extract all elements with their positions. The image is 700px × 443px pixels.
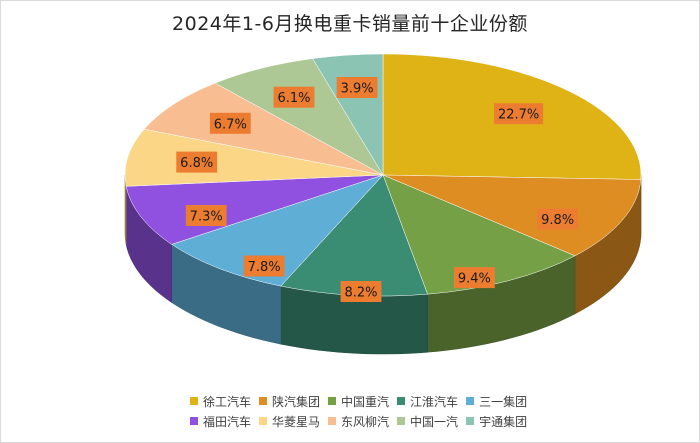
data-label-box-1	[537, 208, 578, 230]
legend-label: 东风柳汽	[341, 414, 390, 429]
legend-swatch	[190, 417, 198, 425]
pie-slice-2	[382, 174, 576, 295]
legend-item: 福田汽车	[190, 413, 251, 430]
legend-label: 徐工汽车	[203, 394, 252, 409]
legend-item: 中国重汽	[328, 393, 389, 410]
data-label-2: 9.4%	[458, 272, 491, 287]
pie-slice-8	[214, 58, 384, 176]
legend-row-0: 徐工汽车 陕汽集团 中国重汽 江淮汽车 三一集团	[190, 391, 570, 411]
legend-item: 三一集团	[466, 393, 527, 410]
legend-swatch	[397, 417, 406, 425]
legend-swatch	[466, 397, 475, 405]
pie-chart: 22.7% 9.8% 9.4% 8.2% 7.8% 7.3% 6.8% 6.7% 6.1% 3.9…	[124, 53, 642, 355]
data-label-box-8	[273, 86, 315, 108]
pie-slice-1	[382, 174, 642, 257]
data-label-4: 7.8%	[248, 260, 281, 275]
chart-title: 2024年1-6月换电重卡销量前十企业份额	[172, 13, 528, 35]
data-label-box-0	[494, 103, 544, 125]
data-label-box-7	[209, 112, 251, 134]
data-label-box-5	[185, 205, 227, 226]
data-label-6: 6.8%	[180, 156, 213, 171]
legend-item: 华菱星马	[259, 413, 320, 430]
data-label-box-6	[176, 151, 218, 173]
legend-item: 徐工汽车	[190, 393, 251, 410]
legend-label: 三一集团	[479, 394, 528, 409]
legend-item: 江淮汽车	[397, 393, 458, 410]
data-label-8: 6.1%	[277, 91, 310, 106]
data-label-box-2	[454, 267, 495, 289]
legend-label: 陕汽集团	[272, 394, 321, 409]
legend-label: 中国一汽	[410, 414, 459, 429]
pie-slice-7	[143, 82, 384, 176]
data-label-1: 9.8%	[541, 213, 574, 228]
legend-row-1: 福田汽车 华菱星马 东风柳汽 中国一汽 宇通集团	[190, 411, 570, 431]
chart-legend: 徐工汽车 陕汽集团 中国重汽 江淮汽车 三一集团福田汽车 华菱星马 东风柳汽 中国一汽 宇通集团	[190, 391, 570, 431]
legend-swatch	[259, 397, 268, 405]
legend-label: 江淮汽车	[410, 394, 459, 409]
data-label-3: 8.2%	[344, 286, 377, 301]
legend-swatch	[397, 397, 406, 405]
legend-item: 宇通集团	[466, 413, 527, 430]
legend-item: 东风柳汽	[328, 413, 389, 430]
pie-slice-4	[171, 174, 384, 287]
legend-label: 中国重汽	[341, 394, 390, 409]
legend-swatch	[259, 417, 268, 425]
pie-slice-5	[125, 174, 384, 245]
legend-item: 陕汽集团	[259, 393, 320, 410]
legend-swatch	[328, 417, 337, 425]
legend-item: 中国一汽	[397, 413, 458, 430]
data-label-box-4	[243, 255, 285, 277]
legend-label: 宇通集团	[479, 414, 528, 429]
data-label-7: 6.7%	[214, 117, 247, 132]
legend-swatch	[328, 397, 337, 405]
legend-label: 华菱星马	[272, 414, 321, 429]
legend-label: 福田汽车	[203, 414, 252, 429]
data-label-9: 3.9%	[341, 82, 374, 97]
data-label-box-9	[336, 77, 378, 98]
legend-swatch	[190, 397, 198, 405]
data-label-box-3	[340, 281, 382, 302]
data-label-5: 7.3%	[190, 210, 223, 225]
data-label-0: 22.7%	[498, 108, 539, 123]
legend-swatch	[466, 417, 475, 425]
